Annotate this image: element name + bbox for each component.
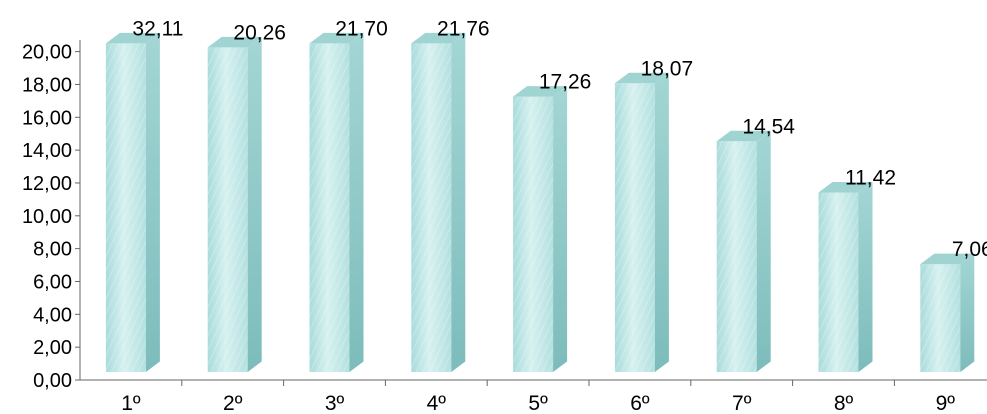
bar	[411, 32, 466, 372]
bar-top	[207, 36, 262, 48]
bar-texture	[105, 43, 146, 372]
bar-top	[411, 32, 466, 44]
data-label: 18,07	[641, 57, 694, 80]
bars	[105, 32, 975, 373]
bar-top	[716, 130, 771, 142]
y-tick-label: 2,00	[33, 337, 72, 359]
y-tick-label: 12,00	[22, 173, 72, 195]
data-label: 14,54	[742, 115, 795, 138]
x-category-label: 8º	[834, 392, 854, 414]
bar-top	[920, 253, 975, 265]
bar-side	[145, 32, 160, 372]
bar-texture	[309, 43, 350, 372]
x-category-label: 3º	[325, 392, 345, 414]
y-tick-label: 6,00	[33, 271, 72, 293]
bar	[818, 181, 873, 372]
bar-top	[614, 72, 669, 84]
data-label: 17,26	[539, 71, 592, 94]
bar-texture	[818, 192, 859, 372]
bar-side	[247, 36, 262, 372]
bar-top	[513, 86, 568, 97]
bar-top	[105, 32, 160, 44]
bar-side	[858, 181, 873, 372]
bar	[614, 72, 669, 373]
bar	[716, 130, 771, 372]
bar-texture	[614, 83, 655, 373]
x-category-label: 2º	[223, 392, 243, 414]
bar	[309, 32, 364, 372]
bar-texture	[207, 47, 248, 372]
x-category-label: 7º	[732, 392, 752, 414]
x-axis: 1º 2º 3º 4º 5º 6º 7º 8º 9º	[80, 379, 987, 414]
y-tick-label: 16,00	[22, 107, 72, 129]
data-label: 7,06	[952, 238, 987, 261]
bar-side	[654, 72, 669, 373]
y-tick-label: 0,00	[33, 370, 72, 392]
y-tick-label: 4,00	[33, 304, 72, 326]
y-tick-label: 8,00	[33, 239, 72, 261]
y-tick-label: 10,00	[22, 206, 72, 228]
data-label: 21,76	[437, 17, 490, 40]
x-category-label: 9º	[936, 392, 956, 414]
bar-texture	[411, 43, 452, 372]
bar-top	[818, 181, 873, 193]
y-axis: 0,00 2,00 4,00 6,00 8,00 10,00 12,00 14,00 16,00…	[22, 40, 81, 392]
bar-texture	[716, 141, 757, 372]
y-tick-label: 20,00	[22, 42, 72, 64]
data-label: 21,70	[335, 17, 388, 40]
y-tick-label: 18,00	[22, 74, 72, 96]
x-category-label: 4º	[427, 392, 447, 414]
bar	[105, 32, 160, 372]
bar-texture	[513, 96, 554, 373]
bar	[920, 253, 975, 372]
bar	[207, 36, 262, 372]
data-label: 11,42	[845, 166, 896, 189]
bar-side	[960, 253, 975, 372]
bar-side	[451, 32, 466, 372]
data-label: 20,26	[233, 21, 286, 44]
data-labels: 32,11 20,26 21,70 21,76 17,26 18,07 14,54 11,42…	[132, 17, 987, 261]
x-category-label: 1º	[121, 392, 141, 414]
bar-side	[349, 32, 364, 372]
data-label: 32,11	[132, 17, 183, 40]
bar	[513, 86, 568, 373]
bar-top	[309, 32, 364, 44]
y-tick-label: 14,00	[22, 140, 72, 162]
bar-texture	[920, 264, 961, 372]
bar-side	[553, 86, 568, 373]
bar-side	[756, 130, 771, 372]
x-category-label: 6º	[630, 392, 650, 414]
x-category-label: 5º	[528, 392, 548, 414]
